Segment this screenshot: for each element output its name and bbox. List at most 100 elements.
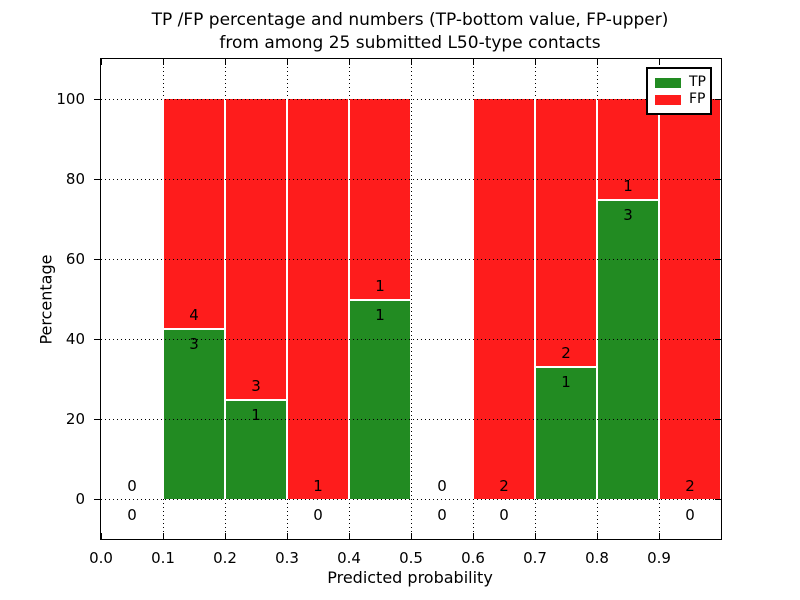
y-tick-mark-left (94, 178, 101, 180)
y-tick-mark-left (94, 498, 101, 500)
x-tick-label: 0.6 (461, 549, 485, 567)
plot-canvas: 0.0 0.1 0.2 0.3 0.4 0.5 0.6 0.7 0.8 0.9 0 20 40 60 80 1… (56, 59, 721, 567)
x-tick-mark-top (348, 59, 350, 65)
bar-segment-fp (535, 99, 597, 366)
y-tick-label: 80 (65, 170, 85, 188)
x-tick-label: 0.8 (585, 549, 609, 567)
bar-segment-tp (597, 199, 659, 499)
x-tick-mark-bottom (224, 533, 226, 539)
bar-segment-fp (225, 99, 287, 399)
bar-count-label-tp: 0 (313, 506, 323, 524)
y-tick-label: 60 (65, 250, 85, 268)
x-tick-mark-bottom (658, 533, 660, 539)
bar-count-label-tp: 1 (251, 406, 261, 424)
bar-segment-fp (349, 99, 411, 299)
x-tick-mark-top (100, 59, 102, 65)
bar-count-label-fp: 4 (189, 305, 199, 324)
x-tick-mark-top (286, 59, 288, 65)
x-tick-mark-bottom (596, 533, 598, 539)
bar-count-label-fp: 3 (251, 377, 261, 395)
y-tick-mark-left (94, 418, 101, 420)
chart-title: TP /FP percentage and numbers (TP-bottom… (151, 10, 669, 53)
x-tick-mark-bottom (100, 533, 102, 539)
bar-count-label-fp: 0 (437, 477, 447, 495)
bar-count-label-fp: 0 (127, 477, 137, 495)
gridline-horizontal (101, 98, 721, 100)
x-tick-label: 0.5 (399, 549, 423, 567)
x-tick-mark-top (162, 59, 164, 65)
y-tick-label: 40 (65, 330, 85, 348)
y-tick-label: 20 (65, 410, 85, 428)
bar-count-label-fp: 1 (623, 177, 633, 195)
bar-count-label-tp: 1 (375, 306, 385, 324)
gridline-horizontal (101, 338, 721, 340)
y-tick-mark-right (715, 98, 721, 100)
bar-count-label-fp: 1 (313, 477, 323, 495)
bar-count-label-fp: 2 (499, 477, 509, 495)
legend-swatch-fp (655, 94, 681, 105)
bar-segment-tp (163, 327, 225, 499)
gridline-horizontal (101, 258, 721, 260)
bar-count-label-tp: 0 (499, 506, 509, 524)
bar-segment-tp (535, 365, 597, 499)
bar-segment-fp (659, 99, 721, 499)
gridline-horizontal (101, 178, 721, 180)
y-tick-mark-left (94, 98, 101, 100)
x-tick-mark-bottom (472, 533, 474, 539)
x-tick-label: 0.0 (89, 549, 113, 567)
legend-swatch-tp (655, 77, 681, 88)
x-tick-label: 0.1 (151, 549, 175, 567)
x-tick-mark-top (658, 59, 660, 65)
y-tick-mark-left (94, 258, 101, 260)
legend: TP FP (646, 67, 712, 115)
x-tick-mark-top (224, 59, 226, 65)
y-tick-mark-right (715, 498, 721, 500)
x-tick-label: 0.7 (523, 549, 547, 567)
gridline-horizontal (101, 418, 721, 420)
x-tick-mark-bottom (410, 533, 412, 539)
x-tick-mark-bottom (348, 533, 350, 539)
x-tick-label: 0.2 (213, 549, 237, 567)
bar-segment-fp (163, 99, 225, 328)
legend-label: FP (689, 91, 706, 107)
y-tick-mark-right (715, 258, 721, 260)
bar-segment-tp (349, 299, 411, 499)
x-tick-mark-top (410, 59, 412, 65)
y-axis-label: Percentage (36, 254, 56, 345)
x-axis-label: Predicted probability (327, 568, 493, 587)
bar-count-label-fp: 2 (685, 477, 695, 495)
x-tick-mark-top (596, 59, 598, 65)
gridline-vertical (410, 59, 412, 539)
bar-count-label-tp: 1 (561, 372, 571, 391)
x-tick-label: 0.3 (275, 549, 299, 567)
plot-area: 0.0 0.1 0.2 0.3 0.4 0.5 0.6 0.7 0.8 0.9 0 20 40 60 80 1… (56, 58, 722, 567)
x-tick-mark-top (472, 59, 474, 65)
x-tick-label: 0.4 (337, 549, 361, 567)
bar-count-label-fp: 1 (375, 277, 385, 295)
y-tick-label: 0 (75, 490, 85, 508)
bar-count-label-tp: 0 (127, 506, 137, 524)
y-tick-mark-right (715, 418, 721, 420)
bar-count-label-fp: 2 (561, 343, 571, 362)
bar-segment-tp (225, 399, 287, 499)
y-tick-mark-left (94, 338, 101, 340)
x-tick-mark-bottom (162, 533, 164, 539)
bar-segment-fp (473, 99, 535, 499)
y-tick-mark-right (715, 338, 721, 340)
legend-item: FP (655, 91, 706, 108)
x-tick-mark-top (534, 59, 536, 65)
legend-item: TP (655, 74, 706, 91)
y-tick-mark-right (715, 178, 721, 180)
legend-label: TP (689, 74, 706, 90)
x-tick-mark-bottom (286, 533, 288, 539)
bar-count-label-tp: 3 (189, 334, 199, 353)
bar-count-label-tp: 3 (623, 206, 633, 224)
gridline-horizontal (101, 498, 721, 500)
bar-segment-fp (287, 99, 349, 499)
x-tick-mark-bottom (534, 533, 536, 539)
y-tick-label: 100 (56, 90, 85, 108)
bar-count-label-tp: 0 (685, 506, 695, 524)
bar-segment-fp (597, 99, 659, 199)
bar-count-label-tp: 0 (437, 506, 447, 524)
